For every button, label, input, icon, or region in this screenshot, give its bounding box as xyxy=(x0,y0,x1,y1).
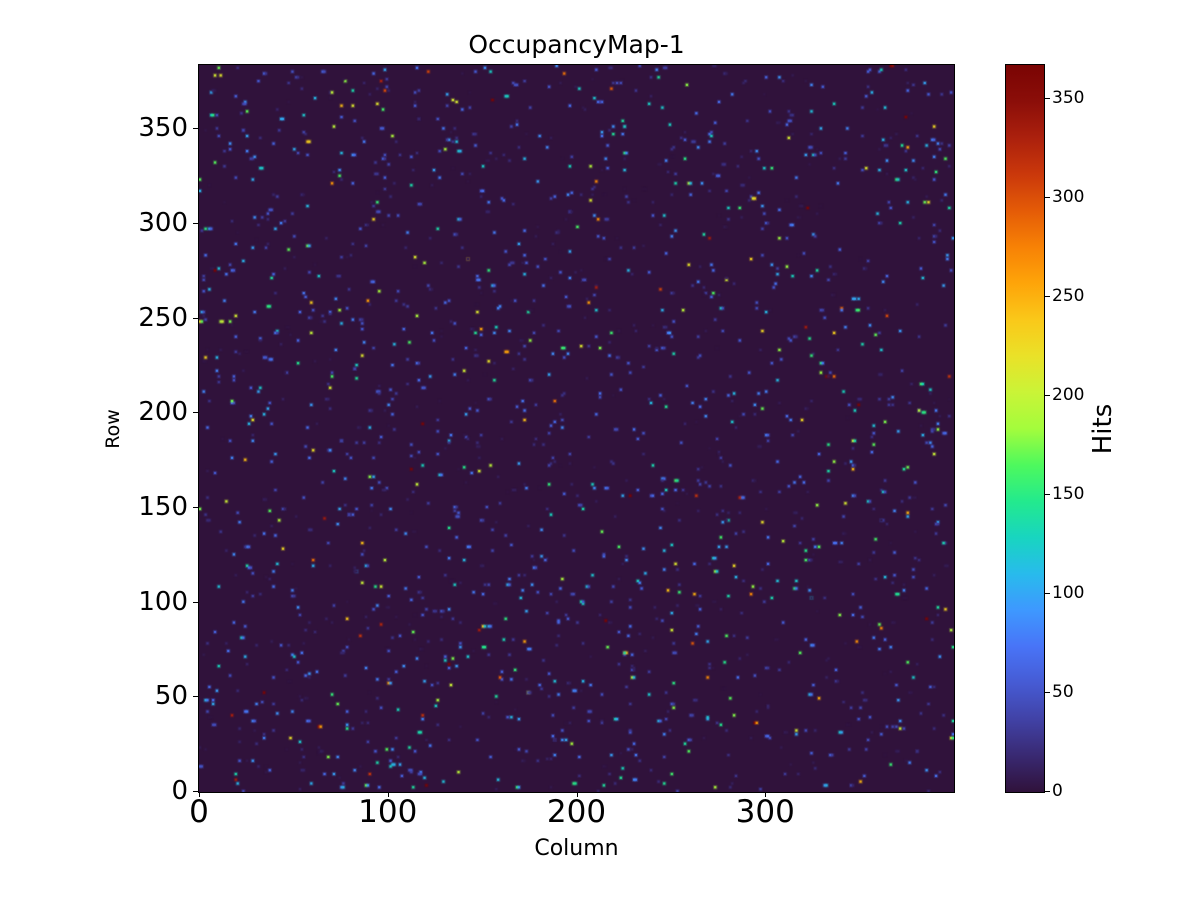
colorbar-tick-mark xyxy=(1045,97,1050,99)
x-tick-label: 300 xyxy=(735,794,795,830)
y-tick-label: 150 xyxy=(138,492,188,523)
colorbar-tick-mark xyxy=(1045,691,1050,693)
y-tick-mark xyxy=(193,412,198,414)
y-tick-label: 300 xyxy=(138,208,188,239)
y-tick-label: 0 xyxy=(171,776,188,806)
colorbar-label: Hits xyxy=(1088,403,1118,455)
colorbar-tick-mark xyxy=(1045,295,1050,297)
colorbar-tick-mark xyxy=(1045,493,1050,495)
x-tick-label: 200 xyxy=(546,794,607,830)
y-tick-mark xyxy=(193,223,198,225)
y-tick-mark xyxy=(193,601,198,603)
y-tick-label: 50 xyxy=(154,681,188,712)
colorbar-tick-mark xyxy=(1045,394,1050,396)
colorbar-tick-label: 50 xyxy=(1052,681,1074,702)
y-tick-mark xyxy=(193,696,198,698)
colorbar-tick-label: 150 xyxy=(1052,483,1085,504)
y-tick-label: 250 xyxy=(138,302,188,333)
y-tick-label: 200 xyxy=(138,397,188,428)
heatmap-canvas xyxy=(199,65,954,792)
x-tick-label: 100 xyxy=(358,794,418,830)
y-tick-mark xyxy=(193,317,198,319)
colorbar xyxy=(1005,64,1045,793)
x-tick-mark xyxy=(199,792,200,797)
colorbar-tick-mark xyxy=(1045,196,1050,198)
y-tick-mark xyxy=(193,507,198,509)
x-tick-mark xyxy=(576,792,578,797)
x-tick-mark xyxy=(387,792,389,797)
heatmap-plot-area xyxy=(198,64,955,793)
colorbar-tick-mark xyxy=(1045,791,1050,792)
colorbar-tick-mark xyxy=(1045,592,1050,594)
y-axis-label: Row xyxy=(102,409,124,449)
y-tick-mark xyxy=(193,791,198,792)
y-tick-mark xyxy=(193,128,198,130)
colorbar-tick-label: 350 xyxy=(1052,87,1085,108)
colorbar-tick-label: 200 xyxy=(1052,384,1085,405)
y-tick-label: 100 xyxy=(138,586,188,617)
colorbar-tick-label: 250 xyxy=(1052,285,1085,306)
colorbar-tick-label: 300 xyxy=(1052,186,1085,207)
x-axis-label: Column xyxy=(534,836,619,861)
colorbar-tick-label: 100 xyxy=(1052,582,1085,603)
colorbar-tick-label: 0 xyxy=(1052,781,1063,801)
chart-title: OccupancyMap-1 xyxy=(468,30,685,59)
x-tick-label: 0 xyxy=(189,794,209,830)
y-tick-label: 350 xyxy=(138,113,188,144)
x-tick-mark xyxy=(765,792,767,797)
